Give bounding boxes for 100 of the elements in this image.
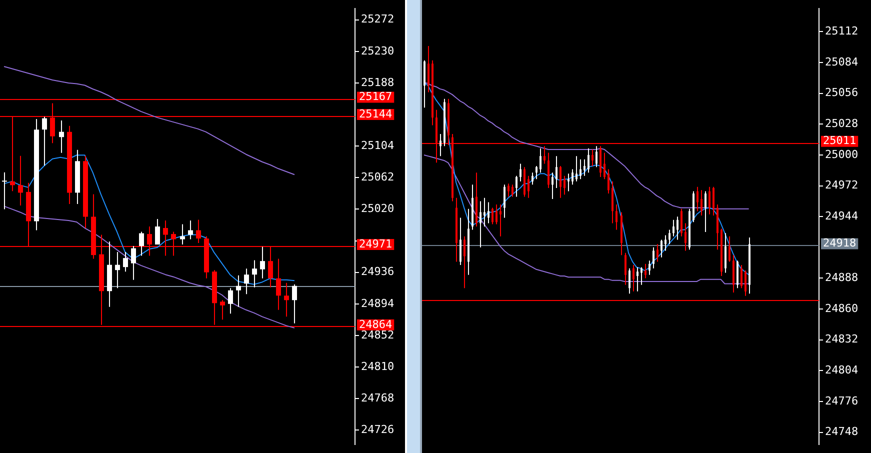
y-tick-label: 24944 bbox=[825, 209, 858, 222]
candlestick bbox=[636, 266, 638, 292]
y-tick-label: 25000 bbox=[825, 148, 858, 161]
candlestick bbox=[680, 208, 682, 237]
ref-line-label: 24918 bbox=[823, 236, 856, 250]
y-tick-label: 24748 bbox=[825, 425, 858, 438]
candlestick bbox=[540, 148, 542, 174]
candlestick bbox=[724, 232, 726, 274]
y-tick-label: 24804 bbox=[825, 364, 858, 377]
candlestick bbox=[276, 258, 281, 310]
candlestick bbox=[220, 300, 225, 320]
candlestick bbox=[460, 217, 462, 266]
y-tick-label: 24768 bbox=[361, 391, 394, 404]
candlestick bbox=[672, 219, 674, 237]
candlestick bbox=[708, 186, 710, 215]
candlestick bbox=[528, 175, 530, 198]
y-tick-label: 24810 bbox=[361, 360, 394, 373]
candlestick bbox=[644, 263, 646, 279]
y-tick-label: 24972 bbox=[825, 178, 858, 192]
candlestick bbox=[616, 204, 618, 230]
y-tick-label: 24832 bbox=[825, 332, 858, 346]
candlestick bbox=[440, 134, 442, 157]
candlestick bbox=[464, 236, 466, 289]
ref-line-label: 25167 bbox=[359, 90, 392, 104]
candlestick bbox=[508, 183, 510, 198]
candlestick bbox=[744, 270, 746, 296]
y-tick-label: 24776 bbox=[825, 394, 858, 408]
candlestick bbox=[628, 268, 630, 294]
y-tick-label: 24936 bbox=[361, 265, 394, 278]
candlestick bbox=[428, 46, 430, 93]
candlestick bbox=[496, 204, 498, 225]
ref-line-label: 24864 bbox=[359, 318, 392, 331]
candlestick bbox=[576, 156, 578, 182]
candlestick bbox=[696, 186, 698, 212]
candlestick bbox=[580, 158, 582, 180]
candlestick bbox=[596, 146, 598, 168]
y-tick-label: 25272 bbox=[361, 12, 394, 26]
candlestick bbox=[684, 222, 686, 252]
candlestick bbox=[560, 165, 562, 198]
candlestick bbox=[676, 216, 678, 240]
candlestick bbox=[640, 266, 642, 286]
candlestick bbox=[656, 244, 658, 262]
candlestick bbox=[492, 207, 494, 225]
y-tick-label: 25188 bbox=[361, 76, 394, 89]
candlestick bbox=[704, 190, 706, 233]
candlestick bbox=[632, 264, 634, 292]
candlestick bbox=[228, 288, 233, 314]
y-tick-label: 24852 bbox=[361, 328, 394, 342]
candlestick bbox=[564, 175, 566, 196]
candlestick bbox=[236, 274, 241, 308]
candlestick bbox=[664, 234, 666, 252]
ref-line-label: 25011 bbox=[823, 134, 856, 148]
candlestick bbox=[18, 155, 23, 206]
candlestick bbox=[115, 252, 120, 289]
candlestick bbox=[180, 224, 185, 246]
candlestick bbox=[624, 252, 626, 286]
candlestick bbox=[648, 260, 650, 276]
y-tick-label: 24726 bbox=[361, 422, 394, 436]
y-tick-label: 25056 bbox=[825, 86, 858, 100]
ref-line-label: 25144 bbox=[359, 107, 392, 120]
candlestick bbox=[584, 158, 586, 176]
candlestick bbox=[504, 184, 506, 218]
candlestick bbox=[516, 175, 518, 198]
candlestick bbox=[588, 148, 590, 174]
candlestick bbox=[123, 252, 128, 272]
candlestick bbox=[612, 180, 614, 224]
candlestick bbox=[252, 260, 257, 288]
y-tick-label: 25062 bbox=[361, 170, 394, 184]
candlestick bbox=[480, 200, 482, 248]
candlestick bbox=[42, 116, 47, 166]
candlestick bbox=[736, 260, 738, 289]
candlestick bbox=[552, 172, 554, 200]
candlestick bbox=[532, 172, 534, 186]
candlestick bbox=[700, 190, 702, 216]
candlestick bbox=[712, 186, 714, 216]
candlestick bbox=[500, 204, 502, 237]
y-tick-label: 25020 bbox=[361, 202, 394, 216]
candlestick bbox=[59, 120, 64, 154]
candlestick bbox=[488, 202, 490, 224]
candlestick bbox=[284, 282, 289, 318]
candlestick bbox=[608, 168, 610, 194]
candlestick bbox=[484, 197, 486, 227]
candlestick bbox=[244, 268, 249, 295]
candlestick bbox=[660, 239, 662, 258]
candlestick bbox=[652, 246, 654, 269]
candlestick bbox=[544, 146, 546, 164]
candlestick bbox=[155, 218, 160, 246]
candlestick bbox=[520, 163, 522, 182]
candlestick bbox=[188, 220, 193, 240]
candlestick bbox=[196, 219, 201, 244]
y-tick-label: 25230 bbox=[361, 44, 394, 58]
y-tick-label: 24860 bbox=[825, 302, 858, 315]
candlestick bbox=[740, 264, 742, 289]
candlestick bbox=[260, 246, 265, 279]
y-tick-label: 25104 bbox=[361, 138, 394, 152]
candlestick bbox=[668, 229, 670, 245]
candlestick bbox=[604, 152, 606, 180]
candlestick bbox=[131, 246, 136, 280]
candlestick bbox=[292, 284, 297, 324]
candlestick bbox=[592, 148, 594, 166]
